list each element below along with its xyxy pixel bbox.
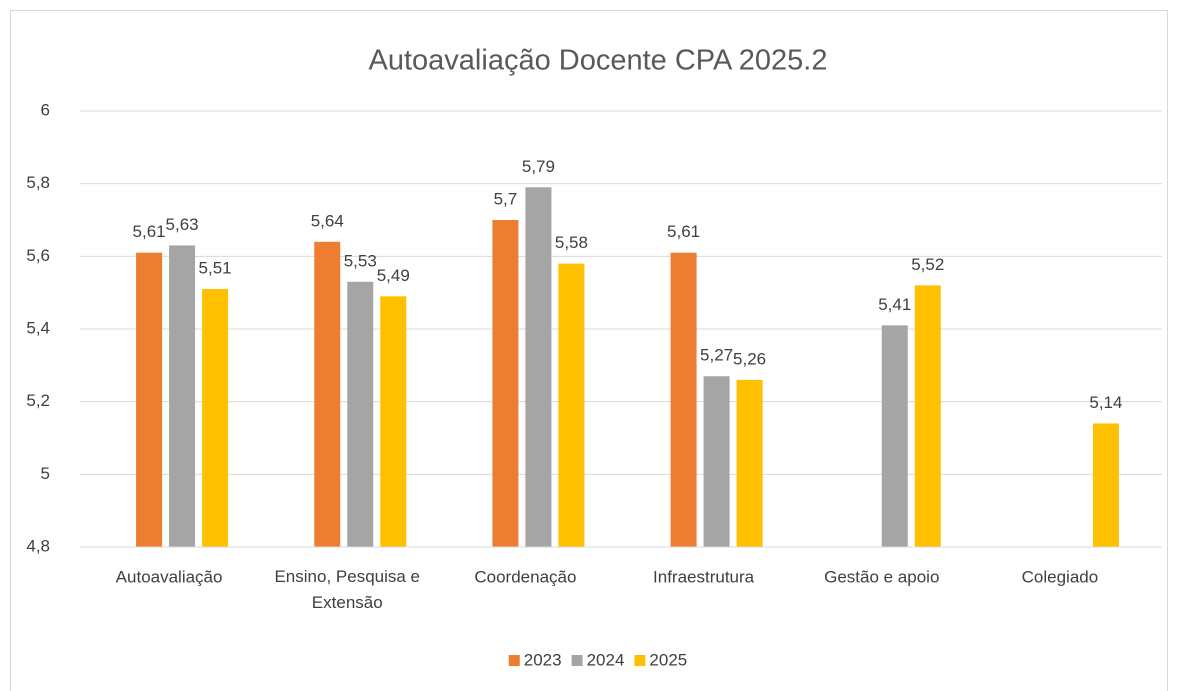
x-tick-label: Coordenação xyxy=(474,567,576,586)
chart-title: Autoavaliação Docente CPA 2025.2 xyxy=(369,45,828,77)
bar xyxy=(492,220,519,547)
y-tick-label: 6 xyxy=(41,100,50,119)
x-tick-label: Ensino, Pesquisa e Extensão xyxy=(274,567,420,612)
legend-swatch xyxy=(571,655,583,666)
value-label: 5,7 xyxy=(494,189,518,208)
bar xyxy=(881,325,908,547)
y-tick-label: 4,8 xyxy=(26,536,50,555)
bar xyxy=(169,245,196,547)
value-label: 5,14 xyxy=(1089,393,1122,412)
value-label: 5,41 xyxy=(878,295,911,314)
y-tick-label: 5,8 xyxy=(26,173,50,192)
bar xyxy=(914,285,941,547)
value-label: 5,26 xyxy=(733,349,766,368)
value-label: 5,58 xyxy=(555,233,588,252)
y-tick-label: 5,2 xyxy=(26,391,50,410)
x-tick-label: Colegiado xyxy=(1022,567,1099,586)
y-tick-label: 5,4 xyxy=(26,318,50,337)
bar xyxy=(136,252,163,547)
value-label: 5,53 xyxy=(344,251,377,270)
bar xyxy=(314,241,341,548)
value-label: 5,61 xyxy=(133,222,166,241)
legend-swatch xyxy=(634,655,646,666)
bar xyxy=(380,296,407,547)
bar xyxy=(525,187,552,548)
bar xyxy=(1092,423,1119,547)
bar xyxy=(703,376,730,547)
y-tick-label: 5,6 xyxy=(26,246,50,265)
value-label: 5,49 xyxy=(377,266,410,285)
bar xyxy=(202,289,229,547)
bar xyxy=(736,379,763,547)
value-label: 5,79 xyxy=(522,157,555,176)
x-tick-label: Infraestrutura xyxy=(653,567,755,586)
bar xyxy=(347,281,374,547)
legend-label: 2025 xyxy=(649,650,687,669)
value-label: 5,61 xyxy=(667,222,700,241)
value-label: 5,63 xyxy=(166,215,199,234)
x-tick-label: Autoavaliação xyxy=(116,567,223,586)
x-tick-label: Gestão e apoio xyxy=(824,567,939,586)
value-label: 5,64 xyxy=(311,211,344,230)
y-tick-label: 5 xyxy=(41,464,50,483)
value-label: 5,51 xyxy=(199,259,232,278)
legend-label: 2024 xyxy=(587,650,625,669)
value-label: 5,27 xyxy=(700,346,733,365)
value-label: 5,52 xyxy=(911,255,944,274)
legend-label: 2023 xyxy=(524,650,562,669)
legend-swatch xyxy=(508,655,520,666)
bar xyxy=(670,252,697,547)
bar xyxy=(558,263,585,547)
